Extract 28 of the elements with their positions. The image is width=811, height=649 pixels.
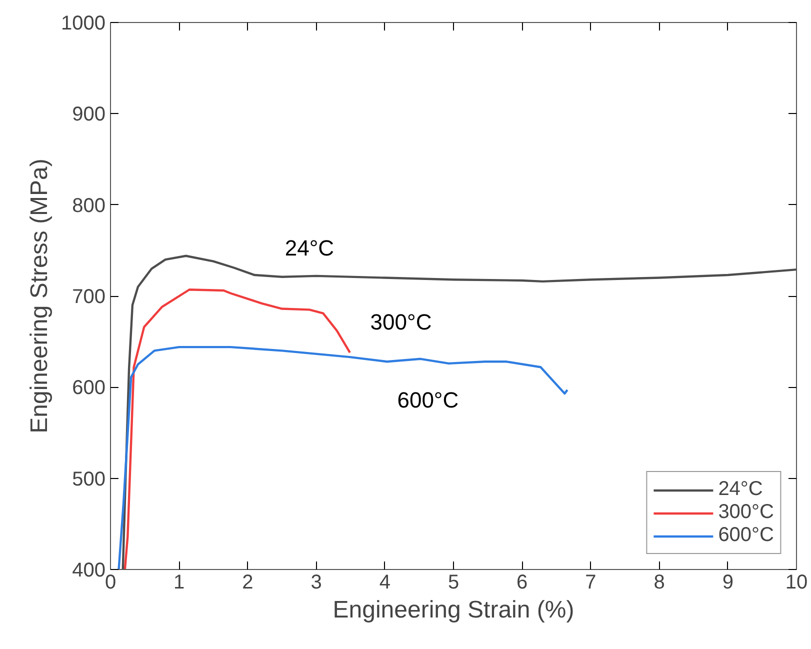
x-tick-label: 2 [242,572,254,594]
line-series [118,346,568,570]
annotation: 24°C [284,235,334,260]
y-tick-label: 900 [72,104,106,126]
legend-label: 600°C [718,524,774,547]
x-tick-label: 4 [379,572,390,594]
y-tick-label: 800 [72,194,106,217]
line-series [124,288,352,570]
annotation: 300°C [370,310,432,335]
x-tick-label: 8 [654,572,665,594]
x-tick-label: 3 [310,572,322,594]
x-tick-label: 6 [516,572,528,594]
x-tick-label: 0 [104,572,116,594]
x-tick-label: 7 [585,572,596,594]
y-tick-label: 700 [72,286,106,308]
y-tick-label: 400 [72,560,106,582]
x-axis-title: Engineering Strain (%) [332,596,574,624]
x-tick-label: 1 [174,572,185,594]
y-tick-label: 500 [72,468,106,490]
legend-label: 300°C [718,501,774,524]
y-axis-title: Engineering Stress (MPa) [26,158,54,434]
x-tick-label: 9 [722,572,734,594]
legend-label: 24°C [718,478,763,501]
x-tick-label: 10 [785,572,808,594]
annotation: 600°C [397,387,459,412]
x-tick-label: 5 [448,572,460,594]
y-tick-label: 1000 [61,12,106,34]
y-tick-label: 600 [72,377,106,400]
